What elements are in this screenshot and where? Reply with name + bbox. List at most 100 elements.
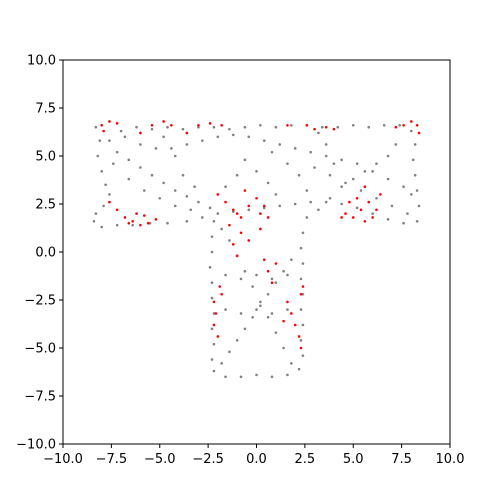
gray-data-point xyxy=(309,200,312,204)
gray-data-point xyxy=(355,162,359,165)
gray-data-point xyxy=(210,358,214,361)
gray-data-point xyxy=(270,375,274,379)
gray-data-point xyxy=(131,223,134,227)
y-tick-label: 5.0 xyxy=(35,150,56,165)
gray-data-point xyxy=(185,143,189,146)
red-data-point xyxy=(359,208,363,212)
gray-data-point xyxy=(305,189,309,192)
red-data-point xyxy=(344,212,347,215)
gray-data-point xyxy=(386,177,390,181)
gray-data-point xyxy=(324,143,328,146)
gray-data-point xyxy=(247,208,251,212)
red-point-series xyxy=(100,120,421,350)
red-data-point xyxy=(123,216,127,219)
gray-data-point xyxy=(286,373,289,377)
red-data-point xyxy=(348,200,351,204)
red-data-point xyxy=(351,216,355,219)
gray-data-point xyxy=(386,218,390,221)
red-data-point xyxy=(224,200,227,204)
red-data-point xyxy=(299,346,303,350)
gray-data-point xyxy=(328,173,332,177)
gray-data-point xyxy=(259,304,262,308)
gray-data-point xyxy=(340,202,343,206)
gray-data-point xyxy=(259,123,262,127)
red-data-point xyxy=(212,300,216,304)
red-data-point xyxy=(216,335,220,338)
gray-data-point xyxy=(243,125,247,129)
gray-data-point xyxy=(108,193,111,196)
red-data-point xyxy=(363,219,367,223)
gray-data-point xyxy=(210,235,214,238)
red-data-point xyxy=(259,227,262,231)
gray-data-point xyxy=(158,196,162,200)
gray-data-point xyxy=(255,373,258,377)
gray-data-point xyxy=(286,308,289,311)
y-tick-label: 2.5 xyxy=(35,198,56,213)
gray-data-point xyxy=(259,300,262,304)
gray-data-point xyxy=(274,331,278,334)
gray-data-point xyxy=(262,206,266,210)
gray-data-point xyxy=(243,327,247,331)
gray-data-point xyxy=(235,339,239,342)
y-tick-label: 7.5 xyxy=(35,102,56,117)
gray-data-point xyxy=(193,185,196,189)
gray-data-point xyxy=(201,216,204,219)
gray-data-point xyxy=(301,354,305,357)
red-data-point xyxy=(247,239,251,242)
red-data-point xyxy=(100,123,103,127)
y-tick-label: −10.0 xyxy=(16,438,56,453)
gray-data-point xyxy=(210,281,214,285)
red-data-point xyxy=(108,200,111,204)
gray-data-point xyxy=(224,273,227,277)
gray-data-point xyxy=(216,212,220,215)
gray-data-point xyxy=(181,173,185,177)
gray-data-point xyxy=(324,200,328,204)
gray-data-point xyxy=(150,127,154,131)
gray-data-point xyxy=(390,204,394,208)
red-data-point xyxy=(228,223,231,227)
gray-data-point xyxy=(375,196,378,200)
gray-data-point xyxy=(212,369,216,373)
gray-data-point xyxy=(413,173,417,177)
gray-data-point xyxy=(115,150,119,154)
red-data-point xyxy=(415,123,419,127)
gray-data-point xyxy=(210,327,214,331)
gray-data-point xyxy=(297,367,301,371)
gray-data-point xyxy=(415,189,419,192)
red-data-point xyxy=(142,214,146,217)
gray-data-point xyxy=(290,258,293,261)
gray-data-point xyxy=(417,204,421,208)
x-tick-label: 10.0 xyxy=(436,452,465,467)
gray-data-point xyxy=(197,200,200,204)
x-tick-label: −7.5 xyxy=(96,452,128,467)
red-data-point xyxy=(220,123,223,127)
gray-data-point xyxy=(108,139,111,142)
gray-data-point xyxy=(297,173,301,177)
gray-data-point xyxy=(224,185,227,189)
gray-data-point xyxy=(166,221,169,225)
gray-data-point xyxy=(317,131,320,135)
gray-data-point xyxy=(386,154,390,158)
gray-data-point xyxy=(301,262,305,265)
red-data-point xyxy=(208,122,212,125)
y-tick-label: 10.0 xyxy=(27,54,56,69)
red-data-point xyxy=(239,231,243,235)
gray-data-point xyxy=(173,189,177,192)
gray-data-point xyxy=(299,339,303,342)
red-data-point xyxy=(185,131,189,135)
gray-data-point xyxy=(270,277,274,281)
gray-data-point xyxy=(100,170,103,173)
gray-data-point xyxy=(351,123,355,127)
gray-data-point xyxy=(251,285,254,288)
red-data-point xyxy=(340,216,343,219)
gray-data-point xyxy=(410,129,413,133)
red-data-point xyxy=(220,292,223,296)
gray-data-point xyxy=(344,181,347,185)
red-data-point xyxy=(150,123,154,127)
red-data-point xyxy=(375,208,378,212)
red-data-point xyxy=(286,123,289,127)
gray-data-point xyxy=(181,127,185,131)
red-data-point xyxy=(135,212,138,215)
red-data-point xyxy=(363,185,367,189)
gray-data-point xyxy=(185,195,189,198)
